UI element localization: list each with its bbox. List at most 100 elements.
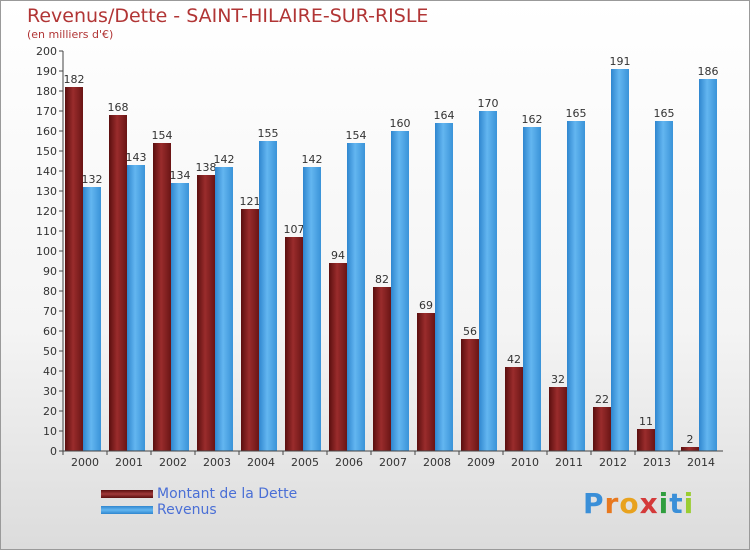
data-label: 143 — [126, 151, 147, 164]
y-tick-label: 160 — [36, 125, 57, 138]
x-tick-label: 2010 — [511, 456, 539, 469]
data-label: 182 — [64, 73, 85, 86]
x-tick-label: 2001 — [115, 456, 143, 469]
bar-revenus — [479, 111, 497, 451]
data-label: 142 — [302, 153, 323, 166]
data-label: 168 — [108, 101, 129, 114]
data-label: 154 — [152, 129, 173, 142]
y-tick-label: 50 — [43, 345, 57, 358]
bar-dette — [549, 387, 567, 451]
data-label: 56 — [463, 325, 477, 338]
y-tick-label: 60 — [43, 325, 57, 338]
bars: 1821321681431541341381421211551071429415… — [64, 55, 719, 451]
data-label: 132 — [82, 173, 103, 186]
logo-letter: i — [658, 487, 670, 520]
y-tick-label: 110 — [36, 225, 57, 238]
bar-dette — [153, 143, 171, 451]
bar-dette — [417, 313, 435, 451]
y-tick-label: 40 — [43, 365, 57, 378]
bar-revenus — [171, 183, 189, 451]
bar-dette — [65, 87, 83, 451]
y-tick-label: 190 — [36, 65, 57, 78]
data-label: 160 — [390, 117, 411, 130]
y-tick-label: 90 — [43, 265, 57, 278]
bar-revenus — [655, 121, 673, 451]
data-label: 107 — [284, 223, 305, 236]
bar-revenus — [259, 141, 277, 451]
x-tick-label: 2006 — [335, 456, 363, 469]
x-tick-label: 2011 — [555, 456, 583, 469]
bar-revenus — [567, 121, 585, 451]
y-tick-label: 130 — [36, 185, 57, 198]
data-label: 11 — [639, 415, 653, 428]
bar-dette — [197, 175, 215, 451]
data-label: 138 — [196, 161, 217, 174]
y-axis: 0 10 20 30 40 50 60 70 80 90 100 110 120 130 140 150 160… — [36, 45, 64, 458]
data-label: 2 — [687, 433, 694, 446]
x-tick-label: 2013 — [643, 456, 671, 469]
logo-letter: o — [619, 487, 640, 520]
bar-dette — [681, 447, 699, 451]
x-tick-label: 2009 — [467, 456, 495, 469]
x-tick-label: 2014 — [687, 456, 715, 469]
legend-label-revenus: Revenus — [157, 502, 217, 518]
chart-subtitle: (en milliers d'€) — [27, 28, 114, 41]
data-label: 142 — [214, 153, 235, 166]
data-label: 155 — [258, 127, 279, 140]
x-tick-label: 2012 — [599, 456, 627, 469]
bar-revenus — [435, 123, 453, 451]
y-tick-label: 80 — [43, 285, 57, 298]
x-tick-label: 2005 — [291, 456, 319, 469]
y-tick-label: 120 — [36, 205, 57, 218]
y-tick-label: 100 — [36, 245, 57, 258]
proxiti-logo: Proxiti — [583, 487, 694, 520]
bar-revenus — [347, 143, 365, 451]
bar-revenus — [699, 79, 717, 451]
bar-revenus — [83, 187, 101, 451]
bar-dette — [109, 115, 127, 451]
data-label: 69 — [419, 299, 433, 312]
bar-revenus — [303, 167, 321, 451]
x-tick-label: 2007 — [379, 456, 407, 469]
chart-title: Revenus/Dette - SAINT-HILAIRE-SUR-RISLE — [27, 5, 429, 27]
bar-revenus — [523, 127, 541, 451]
data-label: 82 — [375, 273, 389, 286]
bar-revenus — [391, 131, 409, 451]
data-label: 170 — [478, 97, 499, 110]
bar-dette — [373, 287, 391, 451]
data-label: 165 — [566, 107, 587, 120]
bar-dette — [329, 263, 347, 451]
data-label: 164 — [434, 109, 455, 122]
x-axis: 2000 2001 2002 2003 2004 2005 2006 2007 2008 2009… — [62, 450, 723, 469]
y-tick-label: 150 — [36, 145, 57, 158]
logo-letter: r — [604, 487, 620, 520]
bar-dette — [285, 237, 303, 451]
y-tick-label: 180 — [36, 85, 57, 98]
logo-letter: t — [669, 487, 684, 520]
bar-dette — [637, 429, 655, 451]
bar-chart: 0 10 20 30 40 50 60 70 80 90 100 110 120 130 140 150 160… — [36, 45, 723, 469]
x-tick-label: 2004 — [247, 456, 275, 469]
data-label: 22 — [595, 393, 609, 406]
data-label: 94 — [331, 249, 345, 262]
data-label: 165 — [654, 107, 675, 120]
data-label: 162 — [522, 113, 543, 126]
y-tick-label: 200 — [36, 45, 57, 58]
data-label: 134 — [170, 169, 191, 182]
data-label: 121 — [240, 195, 261, 208]
x-tick-label: 2002 — [159, 456, 187, 469]
y-tick-label: 170 — [36, 105, 57, 118]
x-tick-label: 2008 — [423, 456, 451, 469]
y-tick-label: 20 — [43, 405, 57, 418]
legend-swatch-dette — [101, 490, 153, 498]
bar-revenus — [611, 69, 629, 451]
data-label: 42 — [507, 353, 521, 366]
y-tick-label: 30 — [43, 385, 57, 398]
y-tick-label: 70 — [43, 305, 57, 318]
logo-letter: i — [683, 487, 695, 520]
data-label: 154 — [346, 129, 367, 142]
bar-dette — [461, 339, 479, 451]
bar-revenus — [215, 167, 233, 451]
legend-swatch-revenus — [101, 506, 153, 514]
